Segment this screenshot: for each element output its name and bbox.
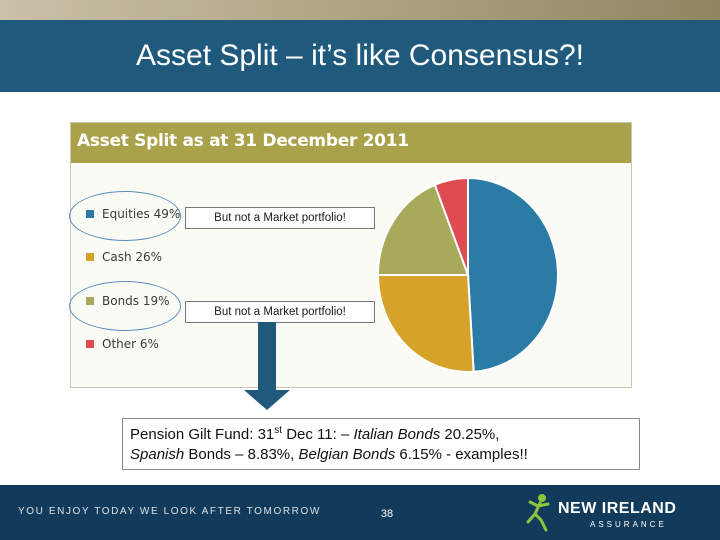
note-text: Bonds – 8.83%, bbox=[184, 446, 299, 463]
logo-wordmark: NEW IRELAND bbox=[558, 500, 677, 517]
note-italic-text: Belgian Bonds bbox=[298, 446, 396, 463]
note-text: Pension Gilt Fund: 31 bbox=[130, 426, 275, 443]
pie-slice-cash bbox=[376, 274, 475, 373]
legend-label-other: Other 6% bbox=[102, 337, 159, 351]
legend-label-cash: Cash 26% bbox=[102, 250, 163, 264]
top-decorative-strip bbox=[0, 0, 720, 20]
pie-slice-bonds bbox=[376, 183, 470, 276]
legend-swatch-cash bbox=[86, 253, 94, 261]
leaping-figure-logo-icon bbox=[526, 494, 550, 532]
callout-equities: But not a Market portfolio! bbox=[185, 207, 375, 229]
footer-tagline: YOU ENJOY TODAY WE LOOK AFTER TOMORROW bbox=[18, 506, 321, 517]
note-text: Dec 11: – bbox=[282, 426, 354, 443]
footer-bar bbox=[0, 485, 720, 540]
callout-bonds: But not a Market portfolio! bbox=[185, 301, 375, 323]
slide-title: Asset Split – it’s like Consensus?! bbox=[136, 39, 584, 72]
pie-chart bbox=[376, 176, 560, 373]
logo-subtitle: ASSURANCE bbox=[590, 520, 667, 529]
chart-header-bar: Asset Split as at 31 December 2011 bbox=[71, 123, 631, 163]
note-text: 6.15% - examples!! bbox=[395, 446, 528, 463]
note-text: 20.25%, bbox=[440, 426, 500, 443]
note-line-1: Pension Gilt Fund: 31st Dec 11: – Italia… bbox=[130, 425, 639, 445]
note-italic-text: Spanish bbox=[130, 446, 185, 463]
down-arrow-icon bbox=[244, 390, 290, 410]
highlight-ellipse-equities bbox=[69, 191, 181, 241]
pie-slice-other bbox=[433, 176, 469, 276]
note-italic-text: Italian Bonds bbox=[353, 426, 441, 443]
highlight-ellipse-bonds bbox=[69, 281, 181, 331]
pie-slice-equities bbox=[467, 176, 560, 373]
page-number: 38 bbox=[380, 508, 394, 520]
note-line-2: Spanish Bonds – 8.83%, Belgian Bonds 6.1… bbox=[130, 445, 639, 465]
chart-title: Asset Split as at 31 December 2011 bbox=[77, 131, 409, 151]
note-superscript: st bbox=[274, 425, 283, 436]
title-band bbox=[0, 20, 720, 92]
pension-gilt-note: Pension Gilt Fund: 31st Dec 11: – Italia… bbox=[122, 418, 640, 470]
new-ireland-logo: NEW IRELAND ASSURANCE bbox=[520, 490, 710, 536]
down-arrow-shaft bbox=[258, 322, 276, 392]
legend-swatch-other bbox=[86, 340, 94, 348]
